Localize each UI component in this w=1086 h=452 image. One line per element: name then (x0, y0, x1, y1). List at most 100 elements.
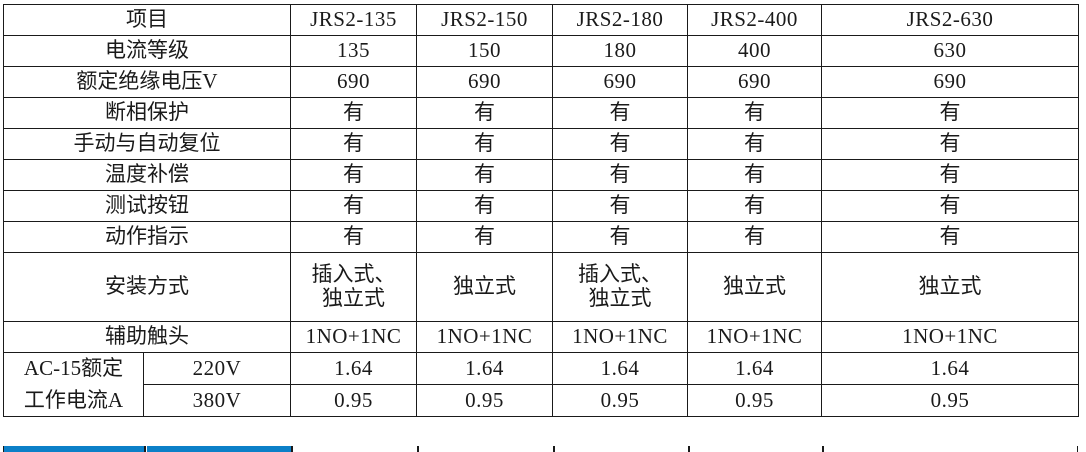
row-value: 有 (552, 97, 688, 129)
row-value: 0.95 (687, 384, 822, 417)
row-value: 有 (552, 221, 688, 253)
row-value: 1.64 (821, 352, 1079, 385)
table-row: 断相保护 有 有 有 有 有 (3, 97, 1079, 129)
table-row: 额定绝缘电压V 690 690 690 690 690 (3, 66, 1079, 98)
clipped-row-divider (144, 446, 146, 452)
row-value: 有 (416, 190, 553, 222)
table-row: 测试按钮 有 有 有 有 有 (3, 190, 1079, 222)
row-value: 690 (552, 66, 688, 98)
row-value: 有 (290, 128, 417, 160)
row-value: 690 (821, 66, 1079, 98)
row-value: 0.95 (552, 384, 688, 417)
row-value: 有 (416, 128, 553, 160)
row-value: 有 (687, 97, 822, 129)
header-model-5: JRS2-630 (821, 4, 1079, 36)
row-value: 有 (821, 128, 1079, 160)
row-value: 有 (821, 97, 1079, 129)
clipped-row-divider (291, 446, 293, 452)
install-value-line2: 独立式 (322, 286, 385, 310)
row-value: 400 (687, 35, 822, 67)
ac15-group-label: AC-15额定 工作电流A (3, 352, 144, 417)
row-label: 额定绝缘电压V (3, 66, 291, 98)
row-value: 插入式、 独立式 (290, 252, 417, 322)
ac15-voltage-220v: 220V (143, 352, 291, 385)
clipped-row-divider (822, 446, 824, 452)
row-value: 有 (290, 221, 417, 253)
row-label: 动作指示 (3, 221, 291, 253)
table-row: 电流等级 135 150 180 400 630 (3, 35, 1079, 67)
row-label: 安装方式 (3, 252, 291, 322)
header-model-4: JRS2-400 (687, 4, 822, 36)
product-specification-table: 项目 JRS2-135 JRS2-150 JRS2-180 JRS2-400 J… (3, 4, 1079, 417)
header-model-1: JRS2-135 (290, 4, 417, 36)
row-value: 有 (290, 159, 417, 191)
install-value-line1: 独立式 (918, 274, 982, 299)
header-model-2: JRS2-150 (416, 4, 553, 36)
table-row: 动作指示 有 有 有 有 有 (3, 221, 1079, 253)
row-label: 温度补偿 (3, 159, 291, 191)
row-value: 1NO+1NC (687, 321, 822, 353)
row-value: 有 (290, 190, 417, 222)
row-value: 1NO+1NC (290, 321, 417, 353)
row-value: 有 (416, 221, 553, 253)
row-value: 有 (687, 221, 822, 253)
ac15-voltage-380v: 380V (143, 384, 291, 417)
row-label: 电流等级 (3, 35, 291, 67)
row-value: 有 (821, 221, 1079, 253)
clipped-next-row (3, 446, 1078, 452)
row-value: 1.64 (416, 352, 553, 385)
install-value-line1: 插入式、 (578, 262, 662, 287)
table-row-ac15-220v: AC-15额定 工作电流A 220V 1.64 1.64 1.64 1.64 1… (3, 352, 1079, 417)
row-value: 0.95 (290, 384, 417, 417)
table-row: 温度补偿 有 有 有 有 有 (3, 159, 1079, 191)
row-value: 1NO+1NC (552, 321, 688, 353)
row-value: 1NO+1NC (821, 321, 1079, 353)
row-value: 独立式 (821, 252, 1079, 322)
row-value: 有 (687, 128, 822, 160)
row-value: 有 (416, 97, 553, 129)
install-value-line1: 插入式、 (311, 262, 396, 287)
row-value: 有 (552, 190, 688, 222)
clipped-row-divider (553, 446, 555, 452)
row-value: 690 (687, 66, 822, 98)
header-model-3: JRS2-180 (552, 4, 688, 36)
row-value: 有 (821, 190, 1079, 222)
table-row-ac15-380v: 380V 0.95 0.95 0.95 0.95 0.95 (4, 384, 1079, 417)
install-value-line1: 独立式 (453, 274, 516, 299)
row-value: 690 (290, 66, 417, 98)
row-value: 1.64 (552, 352, 688, 385)
row-value: 有 (416, 159, 553, 191)
row-value: 630 (821, 35, 1079, 67)
row-value: 有 (687, 190, 822, 222)
row-label: 测试按钮 (3, 190, 291, 222)
header-label-item: 项目 (3, 4, 291, 36)
table-row: 手动与自动复位 有 有 有 有 有 (3, 128, 1079, 160)
table-row-aux-contacts: 辅助触头 1NO+1NC 1NO+1NC 1NO+1NC 1NO+1NC 1NO… (3, 321, 1079, 353)
row-value: 1.64 (290, 352, 417, 385)
table-header-row: 项目 JRS2-135 JRS2-150 JRS2-180 JRS2-400 J… (3, 4, 1079, 36)
install-value-line2: 独立式 (588, 286, 652, 310)
clipped-row-divider (688, 446, 690, 452)
clipped-row-divider (417, 446, 419, 452)
row-label: 辅助触头 (3, 321, 291, 353)
row-value: 独立式 (687, 252, 822, 322)
row-value: 180 (552, 35, 688, 67)
row-value: 独立式 (416, 252, 553, 322)
install-value-line1: 独立式 (723, 274, 786, 299)
clipped-row-sublabel-fill (147, 446, 291, 452)
ac15-label-line2: 工作电流A (23, 387, 124, 412)
row-value: 1NO+1NC (416, 321, 553, 353)
row-label: 手动与自动复位 (3, 128, 291, 160)
row-value: 690 (416, 66, 553, 98)
row-label: 断相保护 (3, 97, 291, 129)
table-row-install-method: 安装方式 插入式、 独立式 独立式 插入式、 独立式 独立式 独立式 (3, 252, 1079, 322)
row-value: 有 (821, 159, 1079, 191)
row-value: 1.64 (687, 352, 822, 385)
row-value: 有 (552, 159, 688, 191)
row-value: 有 (687, 159, 822, 191)
row-value: 有 (290, 97, 417, 129)
clipped-row-label-fill (4, 446, 144, 452)
row-value: 135 (290, 35, 417, 67)
row-value: 0.95 (821, 384, 1079, 417)
